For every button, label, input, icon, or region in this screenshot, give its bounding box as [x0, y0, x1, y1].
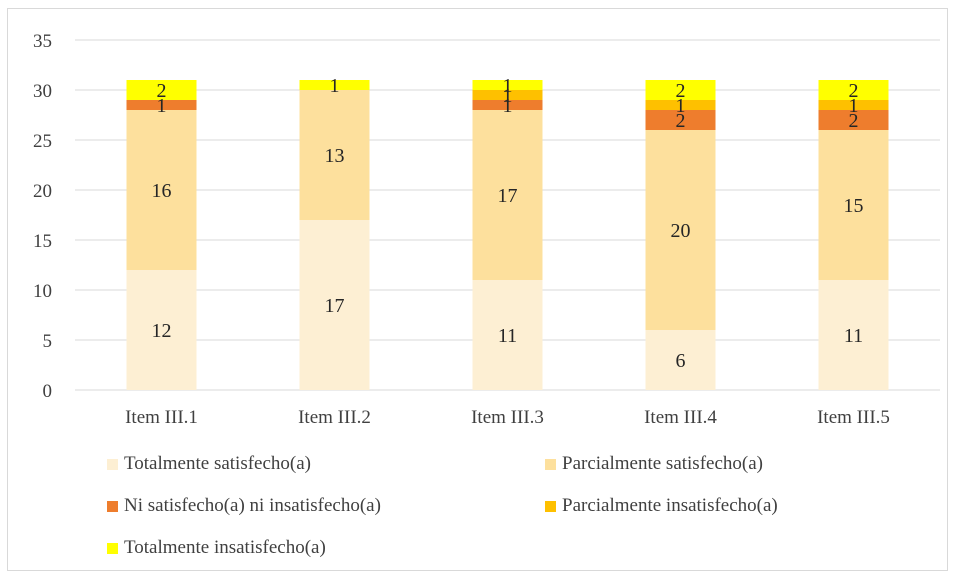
y-tick-label: 10 [33, 281, 52, 302]
data-label: 1 [849, 95, 859, 117]
data-label: 15 [844, 195, 864, 217]
data-label: 1 [503, 75, 513, 97]
bar-segment [818, 280, 889, 390]
bar-segment [645, 100, 716, 110]
data-label: 2 [157, 80, 167, 102]
data-label: 2 [676, 110, 686, 132]
bar-segment [472, 280, 543, 390]
x-tick-label: Item III.1 [125, 407, 198, 428]
bar-segment [299, 80, 370, 90]
bar-segment [818, 100, 889, 110]
bar-segment [645, 130, 716, 330]
bars [126, 80, 889, 390]
data-label: 11 [844, 325, 863, 347]
y-tick-label: 0 [43, 381, 53, 402]
y-tick-label: 20 [33, 181, 52, 202]
data-label: 1 [503, 95, 513, 117]
bar-segment [299, 220, 370, 390]
bar-segment [299, 90, 370, 220]
data-label: 16 [152, 180, 172, 202]
y-tick-label: 25 [33, 131, 52, 152]
x-tick-label: Item III.3 [471, 407, 544, 428]
bar-segment [126, 100, 197, 110]
bar-segment [818, 80, 889, 100]
bar-segment [126, 270, 197, 390]
data-label: 2 [849, 110, 859, 132]
bar-segment [645, 110, 716, 130]
bar-segment [818, 110, 889, 130]
x-axis-tick-labels: Item III.1 Item III.2 Item III.3 Item III.4… [125, 407, 890, 428]
data-label: 2 [676, 80, 686, 102]
data-label: 11 [498, 325, 517, 347]
bar-segment [472, 90, 543, 100]
bar-segment [818, 130, 889, 280]
bar-segment [472, 80, 543, 90]
data-label: 12 [152, 320, 172, 342]
data-label: 13 [325, 145, 345, 167]
bar-segment [645, 80, 716, 100]
data-label: 1 [157, 95, 167, 117]
data-label: 1 [330, 75, 340, 97]
y-tick-label: 15 [33, 231, 52, 252]
data-label: 6 [676, 350, 686, 372]
y-axis-tick-labels: 0 5 10 15 20 25 30 35 [33, 31, 52, 402]
data-label: 2 [849, 80, 859, 102]
data-label: 17 [325, 295, 345, 317]
data-label: 17 [498, 185, 518, 207]
data-label: 1 [676, 95, 686, 117]
x-tick-label: Item III.2 [298, 407, 371, 428]
bar-segment [472, 100, 543, 110]
x-tick-label: Item III.4 [644, 407, 717, 428]
y-tick-label: 5 [43, 331, 53, 352]
bar-segment [645, 330, 716, 390]
data-label: 1 [503, 85, 513, 107]
bar-segment [126, 110, 197, 270]
data-label: 20 [671, 220, 691, 242]
y-tick-label: 30 [33, 81, 52, 102]
y-tick-label: 35 [33, 31, 52, 52]
bar-segment [126, 80, 197, 100]
bar-segment [472, 110, 543, 280]
x-tick-label: Item III.5 [817, 407, 890, 428]
